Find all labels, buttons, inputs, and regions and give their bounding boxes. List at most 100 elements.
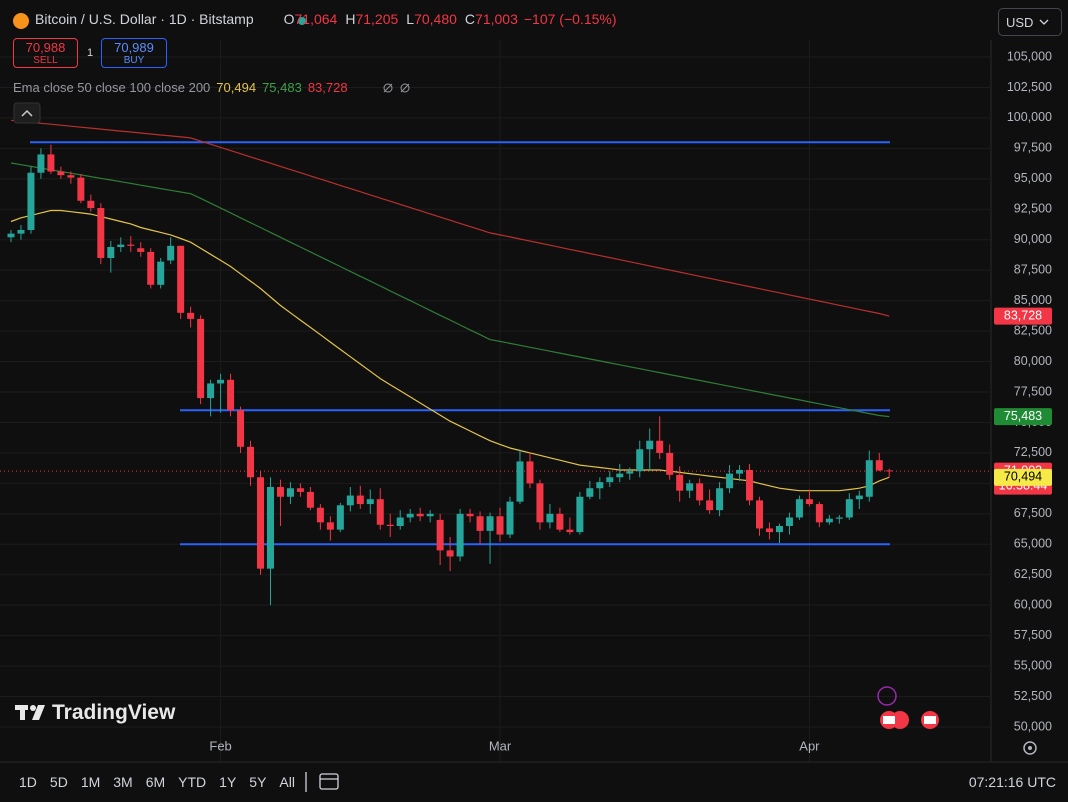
candle-body [566, 529, 574, 533]
candle-body [726, 473, 734, 489]
candle-body [795, 499, 803, 518]
y-tick-label: 100,000 [1007, 110, 1052, 124]
y-tick-label: 90,000 [1014, 232, 1052, 246]
candle-body [27, 172, 35, 230]
candle-body [486, 516, 494, 531]
sell-label: SELL [33, 55, 58, 66]
currency-chevron [1039, 19, 1049, 25]
candle-body [177, 245, 185, 313]
candle-body [187, 312, 195, 319]
price-badge [994, 307, 1052, 325]
ema-label: Ema close 50 close 100 close 200 [13, 80, 211, 95]
ohlc-value: 71,003 [475, 11, 518, 27]
sell-button[interactable]: 70,988 SELL [13, 38, 78, 68]
candle-body [316, 507, 324, 523]
candle-body [626, 471, 634, 474]
candle-body [436, 519, 444, 551]
candle-body [586, 488, 594, 497]
ema-value: 83,728 [307, 80, 348, 95]
y-tick-label: 80,000 [1014, 354, 1052, 368]
candle-body [147, 251, 155, 285]
currency-select[interactable]: USD [998, 8, 1062, 36]
collapse-button[interactable] [13, 102, 41, 124]
ema-hide-icons[interactable] [383, 83, 410, 93]
event-icons[interactable] [877, 686, 939, 729]
clock: 07:21:16 UTC [968, 774, 1056, 790]
period-button[interactable]: 5Y [249, 774, 267, 790]
ohlc-item: C71,003 [465, 11, 518, 27]
candle-body [446, 550, 454, 557]
candle-body [656, 440, 664, 453]
candle-body [406, 513, 414, 518]
sell-price: 70,988 [25, 40, 66, 55]
period-button[interactable]: 6M [145, 774, 166, 790]
symbol[interactable]: Bitcoin / U.S. Dollar · 1D · Bitstamp [35, 11, 254, 27]
logo: TradingView [52, 701, 176, 724]
candle-body [356, 495, 364, 505]
candle-body [466, 513, 474, 517]
buy-button[interactable]: 70,989 BUY [101, 38, 167, 68]
collapse-icon [21, 109, 33, 117]
candle-body [207, 383, 215, 399]
period-button[interactable]: 1D [19, 774, 37, 790]
x-tick-label: Feb [209, 738, 231, 753]
price-badge [994, 468, 1052, 486]
candle-body [266, 487, 274, 569]
candle-body [696, 483, 704, 501]
currency: USD [1006, 15, 1034, 30]
ohlc-item: O71,064 [284, 11, 338, 27]
ema-value: 70,494 [216, 80, 257, 95]
period-button[interactable]: 5D [49, 774, 68, 790]
symbol-header: Bitcoin / U.S. Dollar · 1D · Bitstamp O7… [13, 11, 617, 27]
candle-body [666, 452, 674, 475]
candle-body [845, 499, 853, 518]
candle-body [137, 248, 145, 252]
x-tick-label: Mar [489, 738, 512, 753]
candle-body [496, 516, 504, 535]
quantity: 1 [87, 47, 94, 59]
compare-icon[interactable] [305, 772, 339, 792]
price-badge [994, 408, 1052, 426]
candle-body [706, 500, 714, 511]
ohlc-item: H71,205 [345, 11, 398, 27]
period-button[interactable]: 3M [113, 774, 133, 790]
candle-body [576, 496, 584, 533]
y-tick-label: 87,500 [1014, 262, 1052, 276]
candle-body [736, 469, 744, 474]
candle-body [366, 499, 374, 505]
y-tick-label: 62,500 [1014, 567, 1052, 581]
change: −107 (−0.15%) [523, 11, 617, 27]
period-button[interactable]: 1M [80, 774, 101, 790]
candle-body [326, 522, 334, 530]
candle-body [197, 318, 205, 399]
buy-label: BUY [123, 55, 145, 66]
y-tick-label: 67,500 [1014, 506, 1052, 520]
candle-body [426, 513, 434, 517]
candle-body [107, 247, 115, 258]
candle-body [157, 261, 165, 285]
period-toolbar: 1D 5D 1M 3M 6M YTD 1Y 5Y All [19, 774, 295, 790]
period-button[interactable]: YTD [178, 774, 207, 790]
candle-body [765, 528, 773, 533]
ema-line [10, 162, 890, 418]
candle-body [296, 488, 304, 492]
candle-body [785, 517, 793, 526]
candle-body [67, 175, 75, 178]
candle-body [7, 233, 15, 238]
settings-icon[interactable] [1023, 741, 1037, 755]
candle-body [865, 460, 873, 497]
candle-body [386, 524, 394, 526]
period-button[interactable]: 1Y [219, 774, 237, 790]
y-tick-label: 92,500 [1014, 202, 1052, 216]
candle-body [716, 488, 724, 511]
y-tick-label: 57,500 [1014, 628, 1052, 642]
price-badge-label: 75,483 [1004, 409, 1042, 423]
candle-body [276, 487, 284, 497]
y-tick-label: 55,000 [1014, 658, 1052, 672]
y-tick-label: 85,000 [1014, 293, 1052, 307]
bitcoin-icon [13, 13, 29, 29]
period-button[interactable]: All [279, 774, 295, 790]
candle-body [596, 482, 604, 489]
